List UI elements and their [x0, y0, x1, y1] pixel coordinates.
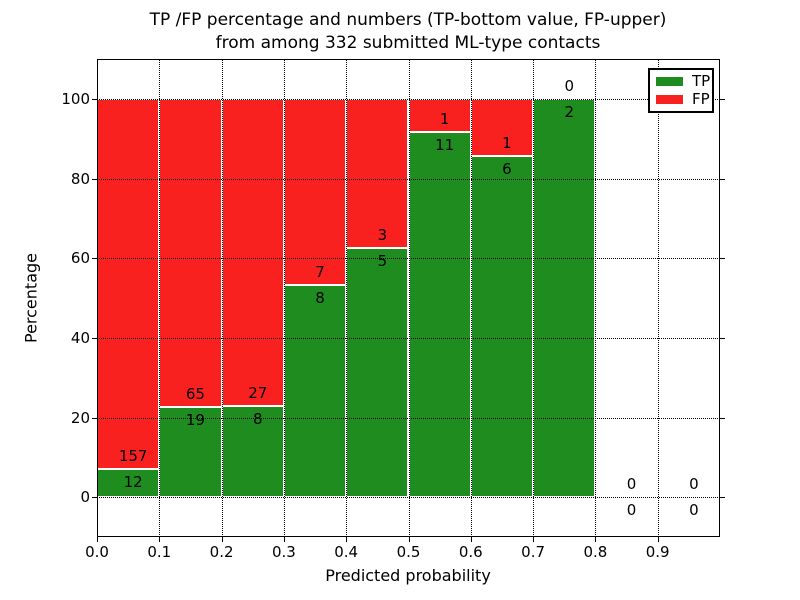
x-axis-tick [408, 537, 410, 542]
chart-title-line1: TP /FP percentage and numbers (TP-bottom… [149, 10, 667, 30]
x-tick-label: 0.4 [334, 543, 359, 561]
y-axis-tick-right [720, 417, 725, 419]
y-axis-tick [92, 417, 97, 419]
bar-segment-tp [283, 284, 347, 498]
bar-segment-fp [346, 98, 409, 249]
x-axis-tick [346, 537, 348, 542]
tp-count-label: 0 [626, 501, 637, 520]
x-axis-tick [657, 537, 659, 542]
legend-entry-tp: TP [656, 74, 710, 89]
plot-area: 157 12 65 19 27 8 7 8 3 5 1 11 1 6 0 2 0 0 0 0 [97, 59, 720, 537]
bar-segment-fp [221, 98, 284, 407]
bar-segment-tp [159, 407, 222, 498]
y-tick-label: 100 [61, 89, 90, 108]
fp-count-label: 0 [626, 475, 637, 494]
tp-count-label: 8 [252, 410, 263, 429]
fp-count-label: 1 [439, 110, 450, 129]
y-axis-tick-right [720, 258, 725, 260]
gridline-vertical [533, 59, 535, 537]
legend-label-tp: TP [692, 72, 711, 90]
y-tick-label: 40 [70, 328, 90, 347]
fp-count-label: 27 [248, 384, 268, 403]
tp-count-label: 6 [502, 159, 512, 178]
tp-count-label: 8 [315, 288, 325, 307]
y-tick-label: 80 [70, 169, 90, 188]
y-axis-tick [92, 337, 97, 339]
fp-count-label: 0 [689, 475, 699, 494]
y-axis-tick [92, 98, 97, 100]
y-tick-label: 60 [70, 249, 90, 268]
tp-count-label: 12 [123, 472, 143, 491]
bar-segment-fp [283, 98, 347, 285]
x-tick-label: 0.6 [458, 543, 483, 561]
bar-segment-fp [97, 98, 160, 469]
tp-count-label: 11 [435, 136, 455, 155]
y-axis-tick-right [720, 497, 725, 499]
bar-segment-tp [346, 248, 409, 498]
y-axis-tick-right [720, 337, 725, 339]
y-tick-label: 20 [70, 408, 90, 427]
fp-count-label: 65 [185, 385, 205, 404]
tp-count-label: 0 [689, 501, 699, 520]
y-tick-label: 0 [80, 488, 90, 507]
y-axis-tick [92, 497, 97, 499]
x-tick-label: 0.5 [396, 543, 421, 561]
tp-count-label: 2 [564, 102, 575, 121]
fp-count-label: 1 [502, 133, 512, 152]
legend: TP FP [648, 68, 714, 113]
x-tick-label: 0.7 [521, 543, 546, 561]
gridline-vertical [159, 59, 161, 537]
gridline-vertical [408, 59, 410, 537]
gridline-vertical [470, 59, 472, 537]
tp-count-label: 19 [185, 411, 205, 430]
tp-count-label: 5 [377, 252, 388, 271]
y-axis-tick [92, 258, 97, 260]
x-tick-label: 0.0 [85, 543, 109, 561]
gridline-vertical [346, 59, 348, 537]
x-tick-label: 0.9 [645, 543, 670, 561]
bar-segment-tp [408, 132, 471, 498]
gridline-vertical [221, 59, 223, 537]
x-tick-label: 0.3 [271, 543, 296, 561]
fp-count-label: 3 [377, 226, 388, 245]
fp-count-label: 7 [315, 262, 325, 281]
fp-count-label: 0 [564, 76, 575, 95]
x-axis-tick [283, 537, 285, 542]
x-axis-tick [221, 537, 223, 542]
gridline-vertical [283, 59, 285, 537]
gridline-vertical [657, 59, 659, 537]
y-axis-tick [92, 178, 97, 180]
x-axis-label: Predicted probability [325, 566, 491, 585]
x-tick-label: 0.8 [583, 543, 608, 561]
gridline-vertical [595, 59, 597, 537]
x-axis-tick [595, 537, 597, 542]
bar-segment-tp [470, 155, 534, 498]
bar-segment-tp [97, 468, 160, 498]
chart-title: TP /FP percentage and numbers (TP-bottom… [8, 9, 800, 55]
x-axis-tick [159, 537, 161, 542]
x-axis-tick [97, 537, 98, 542]
y-axis-tick-right [720, 178, 725, 180]
fp-count-label: 157 [118, 446, 148, 465]
legend-label-fp: FP [692, 90, 710, 108]
x-tick-label: 0.1 [147, 543, 172, 561]
chart-title-line2: from among 332 submitted ML-type contact… [215, 33, 601, 53]
legend-swatch-tp [656, 77, 683, 86]
x-tick-label: 0.2 [209, 543, 234, 561]
y-axis-tick-right [720, 98, 725, 100]
x-axis-tick [533, 537, 535, 542]
bar-segment-tp [533, 98, 596, 498]
x-axis-tick [470, 537, 472, 542]
bar-segment-fp [159, 98, 222, 408]
legend-swatch-fp [656, 95, 683, 104]
legend-entry-fp: FP [656, 92, 710, 107]
